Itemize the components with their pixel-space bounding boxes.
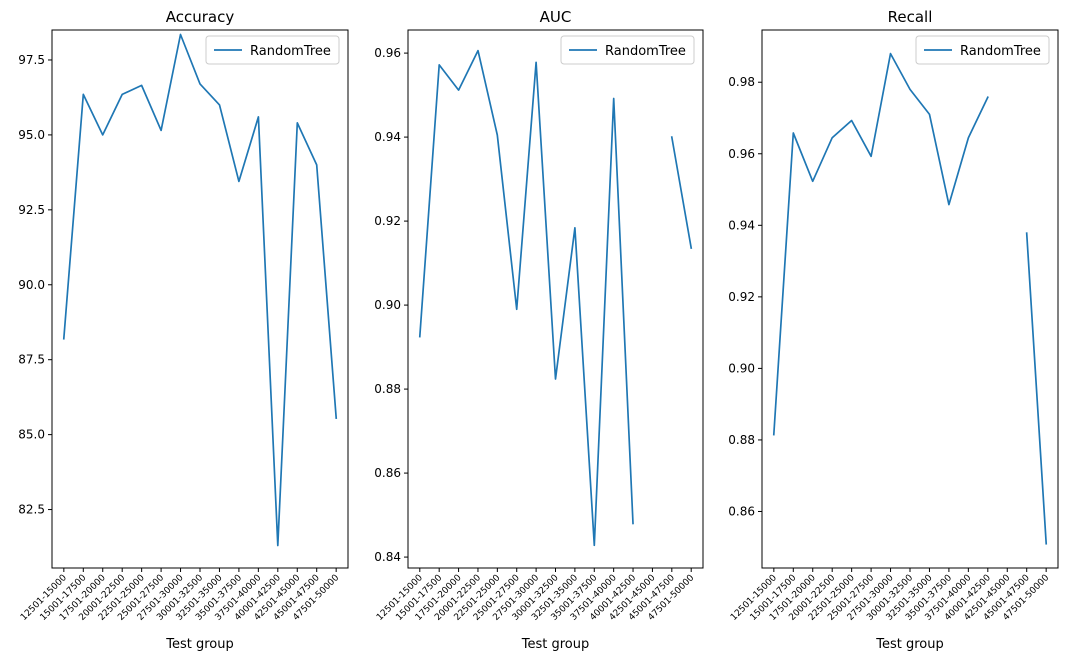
y-tick-label: 0.92 <box>728 290 755 304</box>
legend: RandomTree <box>560 35 695 65</box>
y-tick-label: 0.90 <box>374 298 401 312</box>
subplot-recall: Recall0.860.880.900.920.940.960.9812501-… <box>728 8 1059 652</box>
y-tick-label: 87.5 <box>18 353 45 367</box>
x-axis-label: Test group <box>521 637 590 652</box>
series-line-randomtree <box>62 33 338 547</box>
y-tick-label: 85.0 <box>18 428 45 442</box>
legend: RandomTree <box>915 35 1050 65</box>
legend: RandomTree <box>205 35 340 65</box>
y-tick-label: 0.92 <box>374 214 401 228</box>
axes-frame <box>407 29 704 569</box>
y-tick-label: 82.5 <box>18 503 45 517</box>
y-tick-label: 0.94 <box>728 218 755 232</box>
legend-label: RandomTree <box>605 44 686 59</box>
y-tick-label: 0.94 <box>374 130 401 144</box>
y-tick-label: 0.96 <box>374 46 401 60</box>
y-tick-label: 95.0 <box>18 128 45 142</box>
y-tick-label: 0.90 <box>728 361 755 375</box>
axes-frame <box>51 29 349 569</box>
y-tick-label: 0.98 <box>728 75 755 89</box>
chart-title: Accuracy <box>166 8 235 26</box>
legend-box <box>205 35 340 65</box>
x-axis-label: Test group <box>875 637 944 652</box>
subplot-accuracy: Accuracy82.585.087.590.092.595.097.51250… <box>18 8 349 652</box>
y-tick-label: 0.96 <box>728 147 755 161</box>
y-tick-label: 97.5 <box>18 53 45 67</box>
axes-frame <box>761 29 1059 569</box>
legend-label: RandomTree <box>250 44 331 59</box>
y-tick-label: 0.86 <box>728 504 755 518</box>
chart-title: Recall <box>888 8 933 26</box>
series-line-randomtree <box>418 49 693 547</box>
y-tick-label: 90.0 <box>18 278 45 292</box>
legend-box <box>915 35 1050 65</box>
y-tick-label: 0.84 <box>374 550 401 564</box>
chart-title: AUC <box>540 8 572 26</box>
subplot-auc: AUC0.840.860.880.900.920.940.9612501-150… <box>374 8 704 652</box>
y-tick-label: 0.88 <box>728 433 755 447</box>
y-tick-label: 92.5 <box>18 203 45 217</box>
x-axis-label: Test group <box>165 637 234 652</box>
series-line-randomtree <box>772 52 1048 545</box>
y-tick-label: 0.86 <box>374 466 401 480</box>
y-tick-label: 0.88 <box>374 382 401 396</box>
legend-label: RandomTree <box>960 44 1041 59</box>
legend-box <box>560 35 695 65</box>
